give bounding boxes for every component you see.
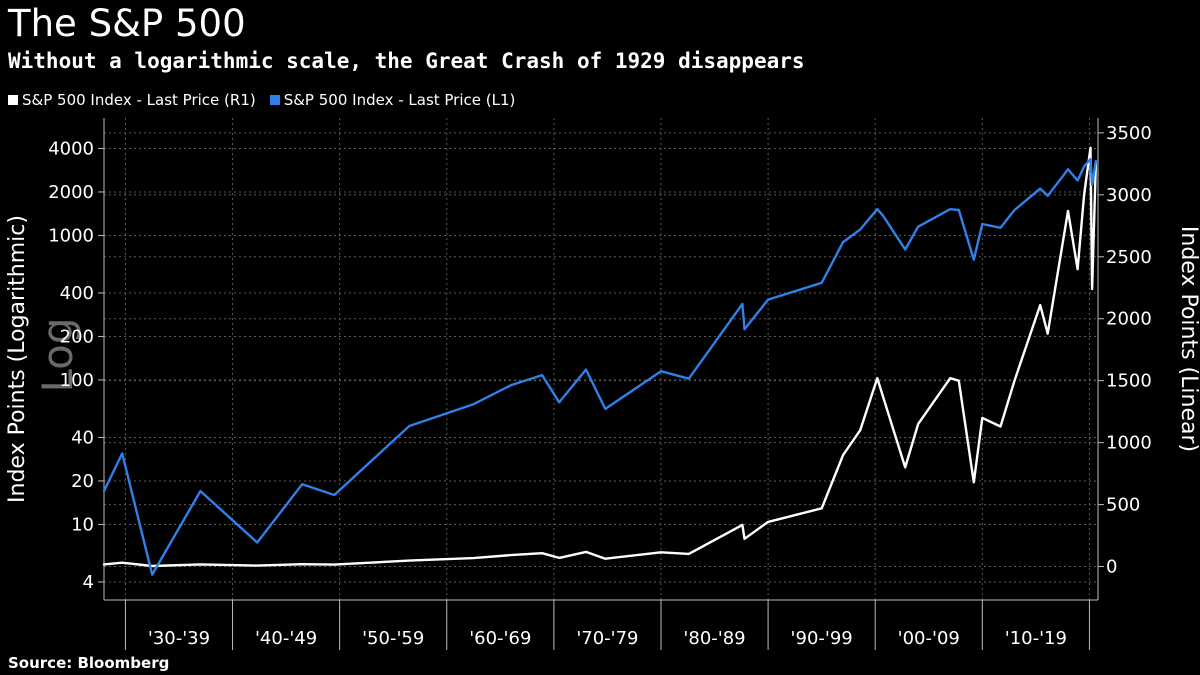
x-tick-label: '10-'19: [1005, 628, 1067, 649]
left-tick-label: 4000: [48, 138, 94, 159]
x-tick-label: '50-'59: [362, 628, 424, 649]
left-tick-label: 20: [71, 471, 94, 492]
grid: [104, 118, 1098, 600]
left-tick-label: 10: [71, 514, 94, 535]
x-tick-label: '30-'39: [148, 628, 210, 649]
left-tick-label: 400: [60, 283, 94, 304]
left-tick-label: 2000: [48, 182, 94, 203]
left-axis-ticks: 4 10 20 40 100 200 400 1000 2000 4000: [48, 138, 104, 593]
x-tick-label: '80-'89: [683, 628, 745, 649]
left-tick-label: 40: [71, 427, 94, 448]
right-tick-label: 0: [1106, 557, 1117, 578]
right-axis-ticks: 0 500 1000 1500 2000 2500 3000 3500: [1098, 123, 1152, 578]
left-axis-title: Index Points (Logarithmic): [5, 215, 30, 503]
legend-label-r1: S&P 500 Index - Last Price (R1): [22, 91, 256, 109]
left-tick-label: 100: [60, 370, 94, 391]
x-tick-label: '90-'99: [791, 628, 853, 649]
x-tick-label: '00-'09: [898, 628, 960, 649]
series-lines: [102, 146, 1098, 576]
right-tick-label: 3500: [1106, 123, 1152, 144]
series-line-linear: [102, 146, 1098, 568]
legend: S&P 500 Index - Last Price (R1) S&P 500 …: [8, 90, 529, 110]
legend-swatch-l1: [269, 95, 280, 105]
left-tick-label: 200: [60, 326, 94, 347]
right-axis-title: Index Points (Linear): [1176, 226, 1200, 452]
legend-swatch-r1: [8, 95, 18, 105]
log-watermark: Log: [33, 317, 82, 392]
right-tick-label: 1000: [1106, 433, 1152, 454]
right-tick-label: 1500: [1106, 371, 1152, 392]
source-note: Source: Bloomberg: [8, 654, 170, 672]
series-line-log: [102, 157, 1098, 576]
x-axis-ticks: '30-'39 '40-'49 '50-'59 '60-'69 '70-'79 '80-'…: [124, 600, 1090, 650]
left-tick-label: 1000: [48, 225, 94, 246]
chart-title: The S&P 500: [8, 2, 246, 45]
right-tick-label: 2500: [1106, 247, 1152, 268]
left-tick-label: 4: [83, 572, 94, 593]
legend-label-l1: S&P 500 Index - Last Price (L1): [283, 91, 516, 109]
x-tick-label: '60-'69: [469, 628, 531, 649]
x-tick-label: '40-'49: [255, 628, 317, 649]
plot-frame: [103, 118, 1099, 601]
legend-item-r1: S&P 500 Index - Last Price (R1): [8, 90, 256, 110]
right-tick-label: 500: [1106, 495, 1140, 516]
chart-subtitle: Without a logarithmic scale, the Great C…: [8, 49, 805, 73]
right-tick-label: 3000: [1106, 185, 1152, 206]
x-tick-label: '70-'79: [576, 628, 638, 649]
right-tick-label: 2000: [1106, 309, 1152, 330]
legend-item-l1: S&P 500 Index - Last Price (L1): [269, 90, 516, 110]
